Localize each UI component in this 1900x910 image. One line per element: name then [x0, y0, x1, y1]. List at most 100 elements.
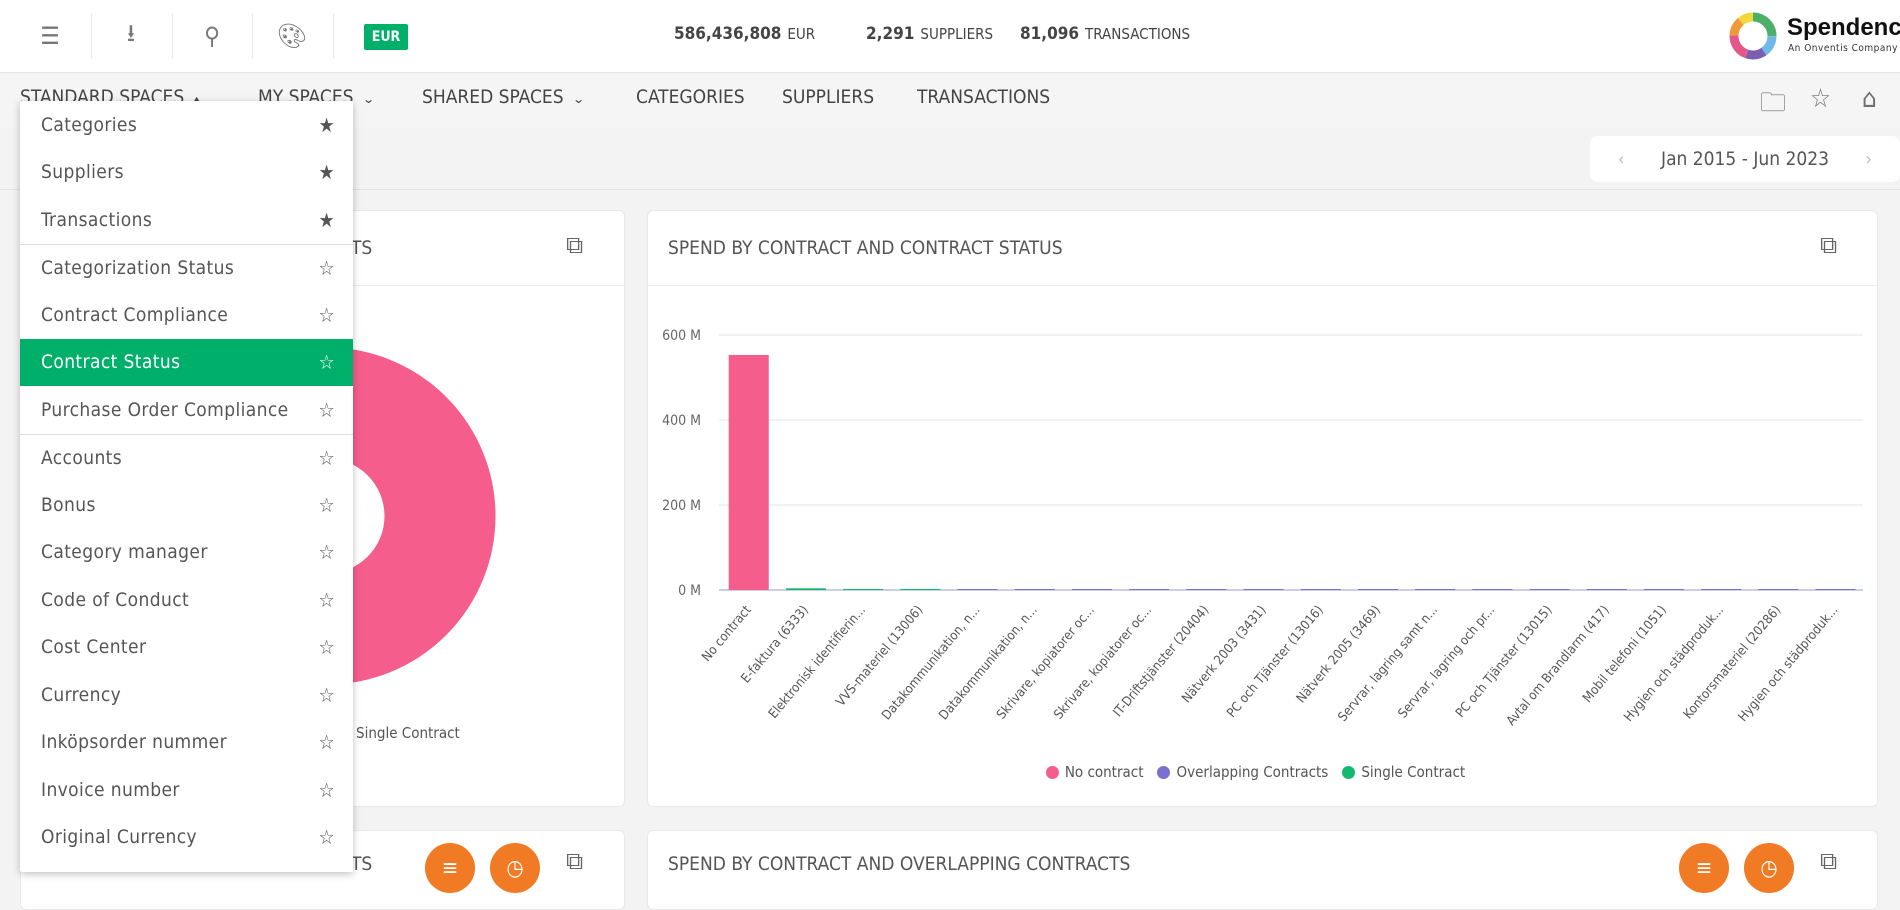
- bar[interactable]: [1129, 589, 1170, 590]
- nav-shared-spaces[interactable]: SHARED SPACES ⌄: [422, 86, 585, 108]
- star-icon[interactable]: ☆: [1810, 84, 1831, 114]
- stat-label: SUPPLIERS: [920, 25, 994, 43]
- bar[interactable]: [1586, 589, 1627, 590]
- dropdown-item-suppliers[interactable]: Suppliers ★: [20, 149, 353, 197]
- dropdown-item-purchase-order-compliance[interactable]: Purchase Order Compliance ☆: [20, 386, 353, 434]
- star-outline-icon[interactable]: ☆: [318, 635, 335, 660]
- date-range-picker[interactable]: ‹ Jan 2015 - Jun 2023 ›: [1590, 136, 1900, 182]
- dropdown-item-contract-compliance[interactable]: Contract Compliance ☆: [20, 291, 353, 339]
- history-button[interactable]: ◷: [490, 843, 540, 893]
- open-external-icon[interactable]: ⧉: [1820, 847, 1838, 875]
- nav-suppliers[interactable]: SUPPLIERS: [782, 86, 875, 108]
- dropdown-item-cost-center[interactable]: Cost Center ☆: [20, 624, 353, 672]
- bar[interactable]: [1415, 589, 1456, 590]
- bar[interactable]: [1300, 589, 1341, 590]
- legend-overlapping[interactable]: Overlapping Contracts: [1157, 763, 1328, 781]
- legend-label: Overlapping Contracts: [1176, 763, 1329, 781]
- star-outline-icon[interactable]: ☆: [318, 302, 335, 327]
- x-tick-label: No contract: [699, 603, 755, 665]
- nav-transactions[interactable]: TRANSACTIONS: [917, 86, 1051, 108]
- star-outline-icon[interactable]: ☆: [318, 682, 335, 707]
- item-label: Inköpsorder nummer: [41, 731, 228, 754]
- open-external-icon[interactable]: ⧉: [566, 231, 584, 259]
- dropdown-item-code-of-conduct[interactable]: Code of Conduct ☆: [20, 576, 353, 624]
- dropdown-item-ink-psorder-nummer[interactable]: Inköpsorder nummer ☆: [20, 719, 353, 767]
- dropdown-item-bonus[interactable]: Bonus ☆: [20, 481, 353, 529]
- search-icon[interactable]: ⚲: [204, 22, 220, 50]
- dropdown-item-accounts[interactable]: Accounts ☆: [20, 433, 353, 482]
- star-outline-icon[interactable]: ☆: [318, 587, 335, 612]
- filter-button[interactable]: ≡: [425, 843, 475, 893]
- star-filled-icon[interactable]: ★: [318, 207, 335, 232]
- folders-icon[interactable]: 🗀: [1760, 88, 1787, 118]
- bar[interactable]: [1815, 589, 1856, 590]
- dropdown-item-currency[interactable]: Currency ☆: [20, 671, 353, 719]
- palette-icon[interactable]: 🎨︎: [276, 22, 308, 50]
- bar[interactable]: [1243, 589, 1284, 590]
- star-outline-icon[interactable]: ☆: [318, 825, 335, 850]
- dropdown-item-categories[interactable]: Categories ★: [20, 101, 353, 149]
- dropdown-item-transactions[interactable]: Transactions ★: [20, 196, 353, 244]
- x-tick-label: Skrivare, kopiatorer oc...: [994, 603, 1098, 723]
- bar[interactable]: [1357, 589, 1398, 590]
- nav-categories[interactable]: CATEGORIES: [636, 86, 745, 108]
- currency-badge[interactable]: EUR: [364, 24, 408, 50]
- x-tick-label: Datakommunikation, n...: [936, 603, 1040, 723]
- bar[interactable]: [1758, 589, 1799, 590]
- open-external-icon[interactable]: ⧉: [566, 847, 584, 875]
- dropdown-item-category-manager[interactable]: Category manager ☆: [20, 529, 353, 577]
- open-external-icon[interactable]: ⧉: [1820, 231, 1838, 259]
- star-filled-icon[interactable]: ★: [318, 160, 335, 185]
- history-button[interactable]: ◷: [1744, 843, 1794, 893]
- date-range-label: Jan 2015 - Jun 2023: [1661, 148, 1829, 170]
- download-icon[interactable]: ⭳: [126, 18, 136, 47]
- star-outline-icon[interactable]: ☆: [318, 540, 335, 565]
- x-tick-label: Avtal om Brandlarm (417): [1504, 603, 1613, 727]
- bar[interactable]: [1701, 589, 1742, 590]
- star-outline-icon[interactable]: ☆: [318, 255, 335, 280]
- x-tick-label: Kontorsmateriel (20286): [1681, 603, 1784, 722]
- dropdown-item-original-currency[interactable]: Original Currency ☆: [20, 814, 353, 862]
- bar[interactable]: [1186, 589, 1227, 590]
- bar[interactable]: [900, 589, 941, 590]
- nav-label: SHARED SPACES: [422, 86, 564, 108]
- star-outline-icon[interactable]: ☆: [318, 777, 335, 802]
- star-outline-icon[interactable]: ☆: [318, 445, 335, 470]
- bar[interactable]: [1071, 589, 1112, 590]
- star-outline-icon[interactable]: ☆: [318, 492, 335, 517]
- y-tick-label: 400 M: [662, 413, 701, 429]
- chevron-down-icon: ⌄: [571, 92, 585, 106]
- bar[interactable]: [1529, 589, 1570, 590]
- star-outline-icon[interactable]: ☆: [318, 730, 335, 755]
- bar[interactable]: [1472, 589, 1513, 590]
- add-home-icon[interactable]: ⌂: [1862, 84, 1877, 114]
- legend-dot: [1157, 765, 1171, 779]
- dropdown-item-contract-status[interactable]: Contract Status ☆: [20, 338, 353, 386]
- menu-icon[interactable]: ☰: [40, 22, 60, 50]
- stat-label: TRANSACTIONS: [1085, 25, 1191, 43]
- bar[interactable]: [728, 354, 769, 590]
- bar[interactable]: [957, 589, 998, 590]
- card-header: SPEND BY CONTRACT AND CONTRACT STATUS ⧉: [648, 211, 1877, 286]
- divider: [172, 14, 173, 58]
- item-label: Suppliers: [41, 161, 124, 184]
- star-outline-icon[interactable]: ☆: [318, 350, 335, 375]
- star-outline-icon[interactable]: ☆: [318, 397, 335, 422]
- legend-single[interactable]: Single Contract: [1342, 763, 1465, 781]
- bar[interactable]: [1643, 589, 1684, 590]
- y-tick-label: 600 M: [662, 328, 701, 344]
- bar[interactable]: [1014, 589, 1055, 590]
- filter-button[interactable]: ≡: [1679, 843, 1729, 893]
- stat-value: 586,436,808: [674, 24, 782, 44]
- logo-tagline: An Onventis Company: [1788, 43, 1898, 54]
- divider: [0, 189, 1900, 190]
- chevron-left-icon[interactable]: ‹: [1618, 148, 1625, 170]
- star-filled-icon[interactable]: ★: [318, 112, 335, 137]
- bar[interactable]: [785, 588, 826, 590]
- dropdown-item-invoice-number[interactable]: Invoice number ☆: [20, 766, 353, 814]
- legend-single-contract[interactable]: Single Contract: [356, 724, 460, 742]
- chevron-right-icon[interactable]: ›: [1865, 148, 1872, 170]
- legend-no-contract[interactable]: No contract: [1045, 763, 1143, 781]
- dropdown-item-categorization-status[interactable]: Categorization Status ☆: [20, 243, 353, 292]
- bar[interactable]: [843, 589, 884, 590]
